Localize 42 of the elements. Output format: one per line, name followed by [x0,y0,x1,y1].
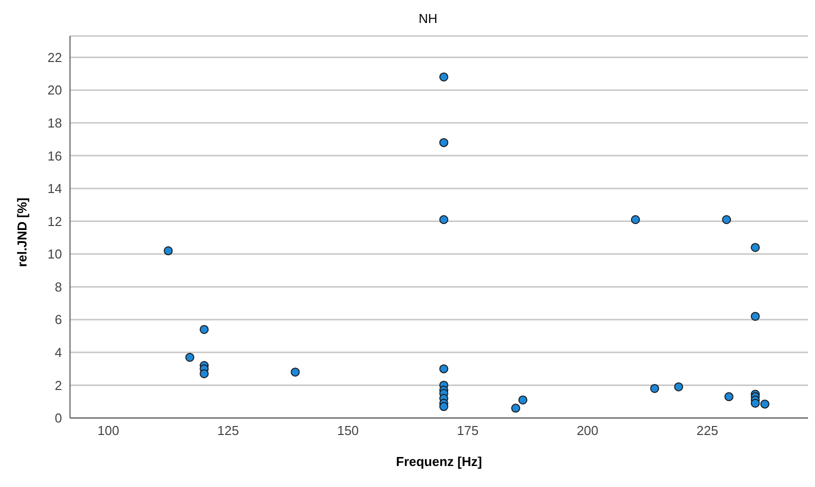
y-tick-label: 6 [54,312,62,328]
x-tick-label: 125 [217,423,239,438]
chart-title: NH [418,10,438,28]
y-tick-label: 18 [48,116,62,131]
x-axis-title: Frequenz [Hz] [396,454,482,469]
y-tick-label: 12 [48,214,62,229]
point [439,215,448,224]
point [200,369,209,378]
y-tick-label: 8 [54,279,62,294]
point [750,398,760,408]
point [200,324,209,334]
point [674,382,684,392]
x-tick-label: 150 [337,423,359,438]
y-tick-label: 10 [48,246,62,262]
y-axis-title: rel.JND [%] [14,198,30,267]
point [439,364,448,374]
point [722,215,732,224]
point [630,215,640,224]
y-tick-label: 2 [54,378,62,393]
y-tick-label: 16 [48,148,62,164]
point [518,395,528,404]
point [439,138,448,148]
point [750,312,760,321]
y-tick-label: 4 [54,345,62,360]
x-tick-label: 225 [696,423,718,438]
point [750,242,760,252]
y-tick-label: 20 [48,82,62,98]
point [760,400,770,409]
point [511,404,520,413]
x-tick-label: 100 [97,423,120,438]
point [164,246,173,256]
point [724,392,734,402]
y-tick-label: 0 [54,410,62,426]
point [439,72,448,82]
point [290,368,300,377]
y-tick-label: 14 [48,181,62,196]
x-tick-label: 175 [456,423,479,438]
point [650,384,660,393]
x-tick-label: 200 [576,423,598,438]
point [439,402,448,412]
y-tick-label: 22 [48,50,62,65]
point [185,352,194,362]
